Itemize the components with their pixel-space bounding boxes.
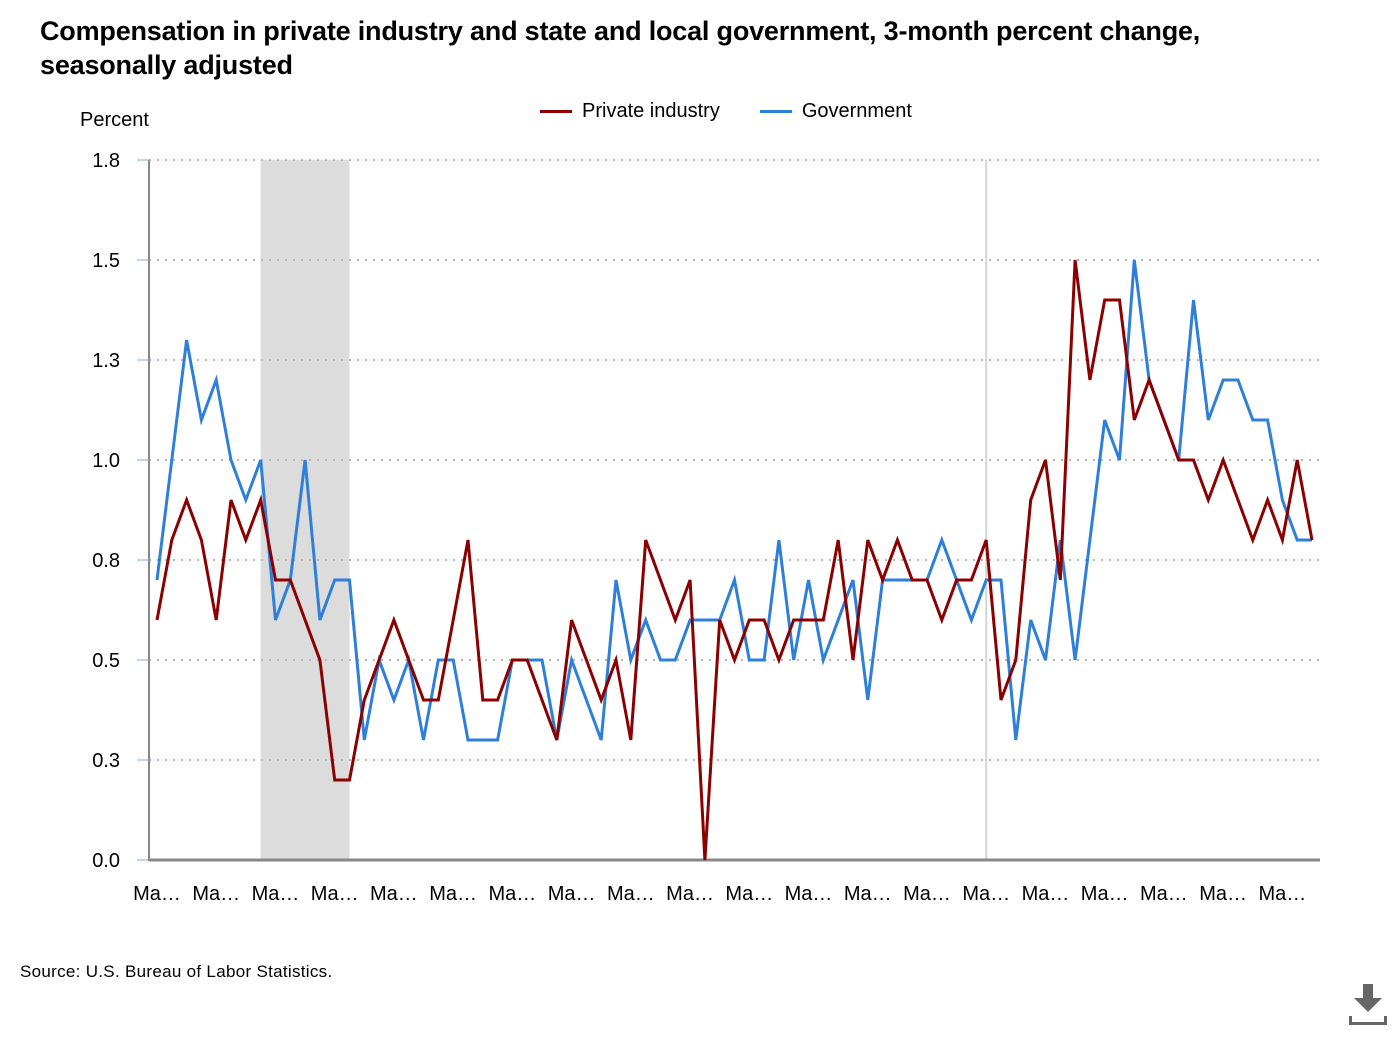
y-axis-label: Percent bbox=[80, 109, 149, 131]
x-tick-label: Ma… bbox=[725, 883, 773, 905]
legend-item-government[interactable]: Government bbox=[759, 100, 912, 123]
x-tick-label: Ma… bbox=[1258, 883, 1306, 905]
x-tick-label: Ma… bbox=[192, 883, 240, 905]
y-tick-label: 1.5 bbox=[92, 250, 120, 272]
x-tick-label: Ma… bbox=[962, 883, 1010, 905]
series-line-government bbox=[155, 259, 1312, 742]
source-note: Source: U.S. Bureau of Labor Statistics. bbox=[20, 962, 333, 981]
download-icon bbox=[1349, 984, 1387, 1025]
series-line-private-industry bbox=[155, 259, 1314, 861]
legend-item-private-industry[interactable]: Private industry bbox=[540, 100, 720, 123]
x-tick-label: Ma… bbox=[1199, 883, 1247, 905]
y-tick-label: 0.8 bbox=[92, 550, 120, 572]
x-tick-label: Ma… bbox=[844, 883, 892, 905]
y-tick-label: 0.3 bbox=[92, 750, 120, 772]
x-tick-label: Ma… bbox=[1081, 883, 1129, 905]
x-tick-label: Ma… bbox=[1022, 883, 1070, 905]
legend-swatch-government bbox=[759, 110, 792, 113]
legend-label-government: Government bbox=[801, 100, 912, 122]
chart-title: Compensation in private industry and sta… bbox=[40, 16, 1201, 80]
y-tick-label: 1.8 bbox=[92, 150, 120, 172]
shaded-region bbox=[260, 160, 350, 860]
x-tick-label: Ma… bbox=[252, 883, 300, 905]
line-chart: 0.0 0.3 0.5 0.8 1.0 1.3 1.5 1.8 Ma… Ma… Ma… Ma… Ma… M… bbox=[92, 150, 1320, 905]
y-tick-label: 0.5 bbox=[92, 650, 120, 672]
download-button[interactable] bbox=[1346, 982, 1390, 1026]
legend-swatch-private-industry bbox=[540, 110, 572, 113]
x-tick-label: Ma… bbox=[903, 883, 951, 905]
x-tick-label: Ma… bbox=[133, 883, 181, 905]
x-tick-label: Ma… bbox=[1140, 883, 1188, 905]
x-tick-label: Ma… bbox=[785, 883, 833, 905]
y-tick-label: 1.0 bbox=[92, 450, 120, 472]
x-tick-label: Ma… bbox=[607, 883, 655, 905]
x-tick-label: Ma… bbox=[370, 883, 418, 905]
legend-label-private-industry: Private industry bbox=[582, 100, 720, 122]
x-tick-label: Ma… bbox=[548, 883, 596, 905]
x-tick-label: Ma… bbox=[488, 883, 536, 905]
x-tick-label: Ma… bbox=[311, 883, 359, 905]
x-tick-label: Ma… bbox=[666, 883, 714, 905]
y-tick-label: 1.3 bbox=[92, 350, 120, 372]
y-tick-label: 0.0 bbox=[92, 850, 120, 872]
x-tick-label: Ma… bbox=[429, 883, 477, 905]
legend: Private industry Government bbox=[540, 100, 952, 123]
